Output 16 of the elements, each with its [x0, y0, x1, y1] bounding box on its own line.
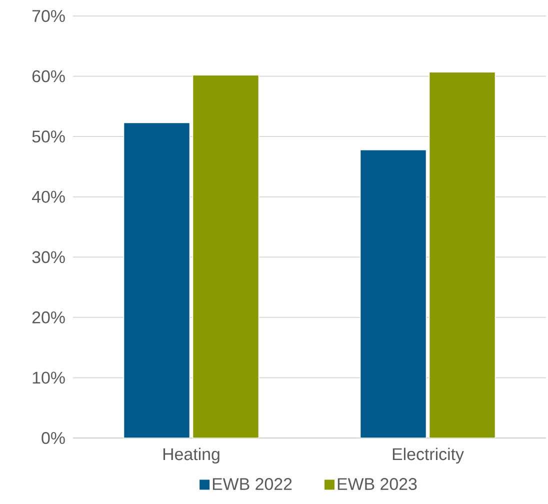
- y-tick-label: 0%: [42, 432, 65, 444]
- legend-label: EWB 2022: [212, 478, 292, 490]
- y-tick-label: 40%: [32, 190, 65, 203]
- y-tick-label: 50%: [32, 130, 65, 143]
- bar: [123, 122, 190, 438]
- y-tick-label: 70%: [32, 10, 65, 22]
- bar: [360, 149, 427, 438]
- y-tick-label: 10%: [32, 372, 65, 384]
- legend-label: EWB 2023: [338, 478, 417, 490]
- y-tick-label: 30%: [32, 251, 65, 264]
- y-tick-label: 60%: [32, 70, 65, 82]
- x-tick-label: Heating: [163, 448, 220, 464]
- bar: [428, 72, 496, 438]
- y-tick-label: 20%: [32, 311, 65, 324]
- bar: [192, 74, 260, 438]
- x-tick-label: Electricity: [392, 448, 464, 464]
